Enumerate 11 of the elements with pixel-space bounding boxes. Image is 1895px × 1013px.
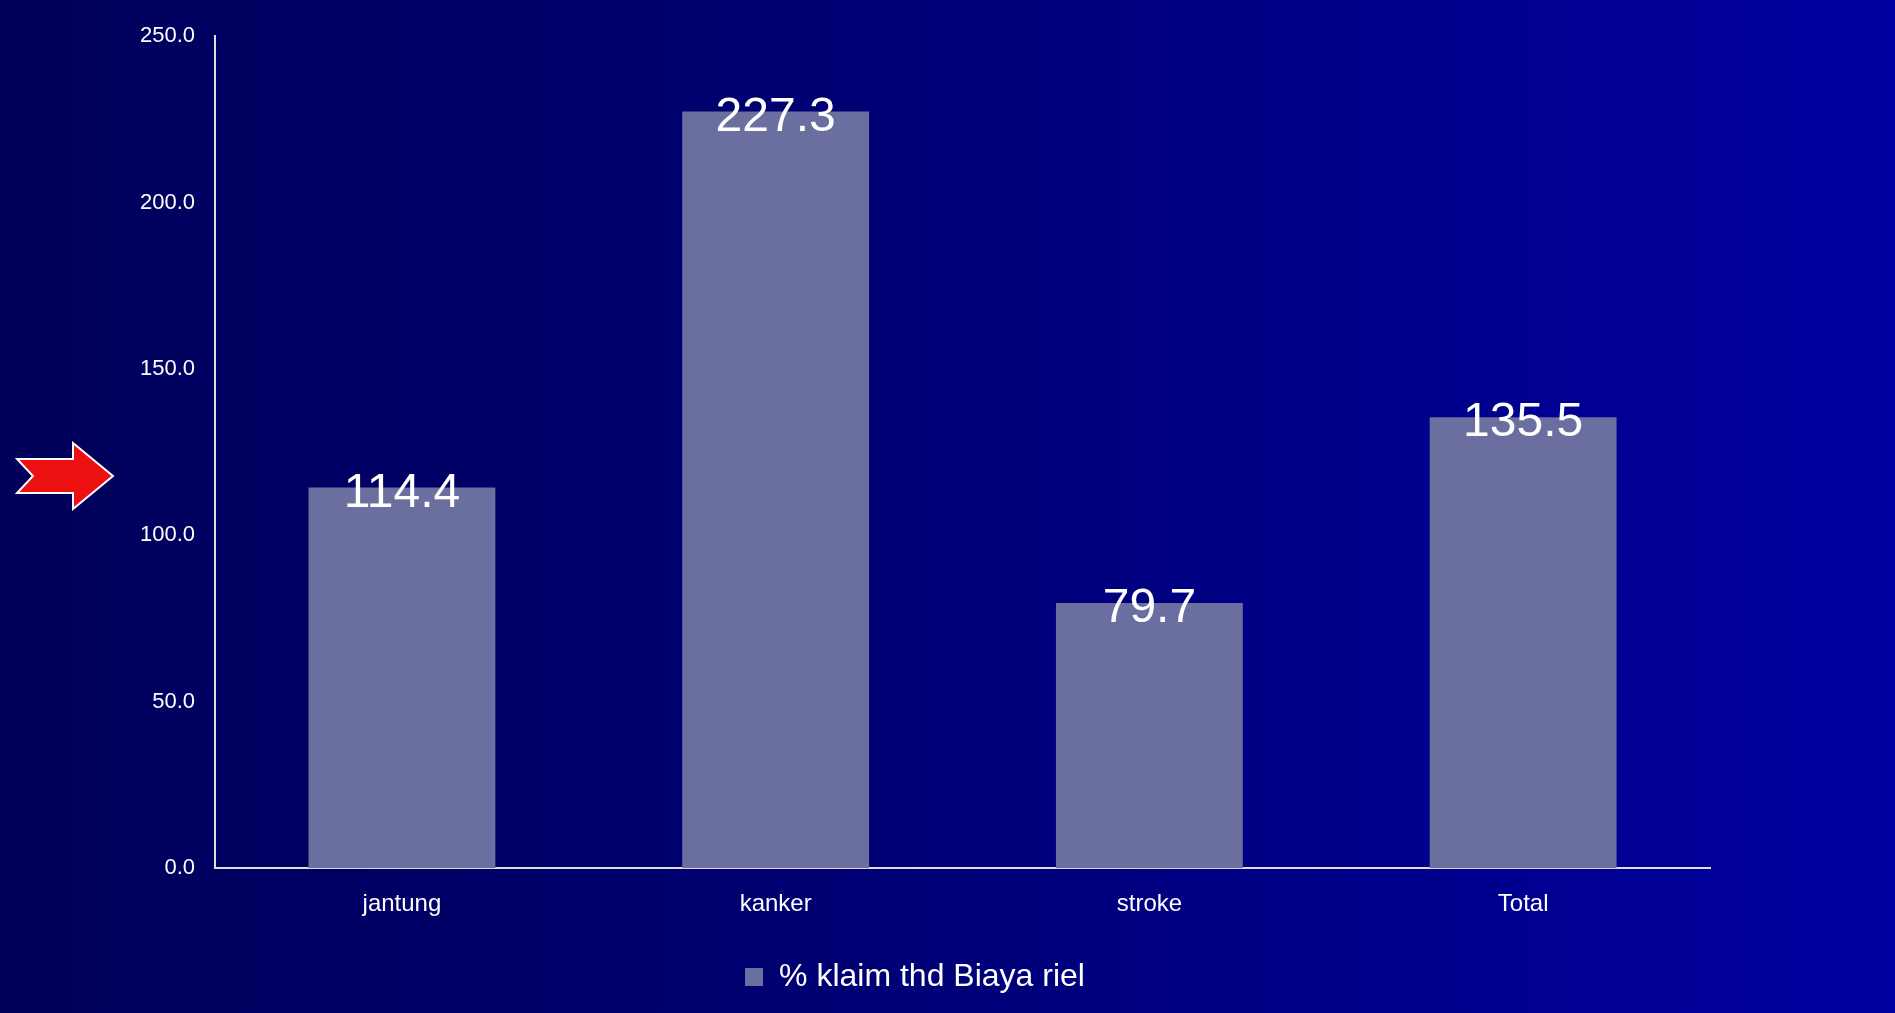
y-tick-label: 250.0 <box>139 22 196 48</box>
x-tick-label: stroke <box>1116 889 1183 917</box>
y-tick-label: 50.0 <box>152 687 196 713</box>
legend-label: % klaim thd Biaya riel <box>779 956 1085 993</box>
y-tick-label: 0.0 <box>164 854 196 880</box>
x-tick-label: jantung <box>361 889 442 917</box>
y-tick-label: 150.0 <box>139 354 196 380</box>
x-tick-label: Total <box>1497 889 1549 917</box>
y-tick-label: 200.0 <box>139 188 196 214</box>
y-tick-label: 100.0 <box>139 521 196 547</box>
x-tick-label: kanker <box>739 889 812 917</box>
